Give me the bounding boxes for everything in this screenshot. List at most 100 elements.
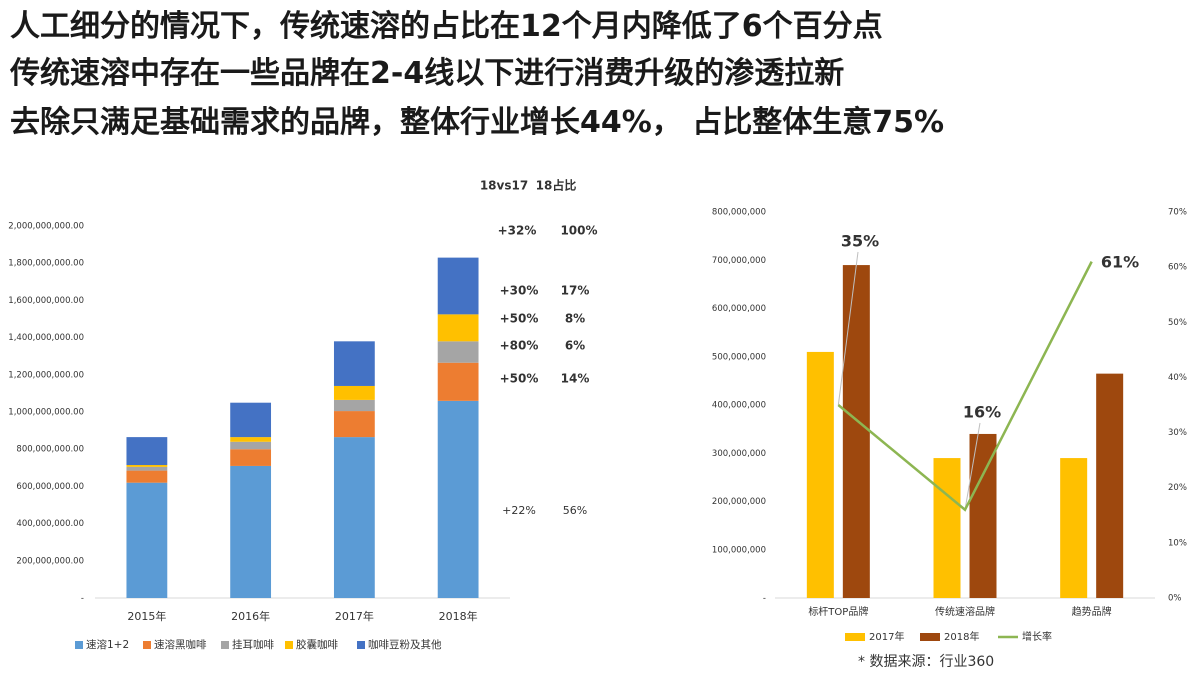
bar xyxy=(933,458,961,598)
footnote: * 数据来源：行业360 xyxy=(858,654,994,670)
y2-tick-label: 70% xyxy=(1168,208,1187,218)
bar-segment xyxy=(230,441,272,450)
annotation-cell: +30% xyxy=(500,284,539,298)
bar-segment xyxy=(333,399,375,412)
bar xyxy=(1096,373,1124,598)
y-tick-label: - xyxy=(81,594,84,604)
y2-tick-label: 10% xyxy=(1168,538,1187,548)
leader-line xyxy=(837,251,859,406)
y-tick-label: 1,600,000,000.00 xyxy=(8,296,84,306)
x-tick-label: 2016年 xyxy=(231,609,270,623)
annotation-cell: 14% xyxy=(561,372,590,386)
y-tick-label: 1,400,000,000.00 xyxy=(8,333,84,343)
annotation-total: +32% xyxy=(498,224,537,238)
annotation-cell: 8% xyxy=(565,312,585,326)
leader-line xyxy=(964,422,981,510)
x-tick-label: 传统速溶品牌 xyxy=(935,605,995,618)
annotation-cell: +50% xyxy=(500,312,539,326)
legend-swatch xyxy=(357,641,365,649)
y-tick-label: 800,000,000.00 xyxy=(16,445,84,455)
bar-segment xyxy=(437,341,479,363)
y-tick-label: 1,800,000,000.00 xyxy=(8,259,84,269)
x-tick-label: 2017年 xyxy=(335,609,374,623)
headline: 人工细分的情况下，传统速溶的占比在12个月内降低了6个百分点 xyxy=(10,9,883,44)
bar-segment xyxy=(126,470,168,483)
y2-tick-label: 60% xyxy=(1168,263,1187,273)
annotation-cell: +50% xyxy=(500,372,539,386)
y2-tick-label: 30% xyxy=(1168,428,1187,438)
data-label: 16% xyxy=(963,403,1001,422)
x-tick-label: 趋势品牌 xyxy=(1072,605,1112,618)
bar-segment xyxy=(230,437,272,442)
annotation-total: 100% xyxy=(560,224,597,238)
annotation-cell: +80% xyxy=(500,339,539,353)
y2-tick-label: 0% xyxy=(1168,594,1182,604)
bar-segment xyxy=(126,465,168,467)
x-tick-label: 2015年 xyxy=(127,609,166,623)
bar-segment xyxy=(437,314,479,342)
legend-label: 速溶黑咖啡 xyxy=(154,638,207,651)
legend-label: 2017年 xyxy=(869,630,904,643)
headline: 传统速溶中存在一些品牌在2-4线以下进行消费升级的渗透拉新 xyxy=(9,56,844,91)
y-tick-label: 2,000,000,000.00 xyxy=(8,222,84,232)
bar xyxy=(842,265,870,598)
annotation-header: 18占比 xyxy=(536,178,577,193)
y-tick-label: 600,000,000 xyxy=(712,304,766,314)
data-label: 35% xyxy=(841,232,879,251)
annotation-cell: 56% xyxy=(563,504,587,517)
legend-label: 挂耳咖啡 xyxy=(232,638,274,651)
y-tick-label: 100,000,000 xyxy=(712,545,766,555)
bar-segment xyxy=(333,411,375,438)
data-label: 61% xyxy=(1101,253,1139,272)
legend-label: 胶囊咖啡 xyxy=(296,638,338,651)
bar-segment xyxy=(126,482,168,598)
legend-swatch xyxy=(920,633,940,641)
bar-segment xyxy=(230,402,272,438)
bar-segment xyxy=(333,437,375,598)
x-tick-label: 标杆TOP品牌 xyxy=(808,605,868,618)
y2-tick-label: 20% xyxy=(1168,483,1187,493)
y-tick-label: 400,000,000.00 xyxy=(16,519,84,529)
bar-segment xyxy=(230,449,272,466)
y-tick-label: 300,000,000 xyxy=(712,449,766,459)
bar-segment xyxy=(333,385,375,400)
y-tick-label: 800,000,000 xyxy=(712,208,766,218)
y2-tick-label: 40% xyxy=(1168,373,1187,383)
y-tick-label: 400,000,000 xyxy=(712,401,766,411)
y-tick-label: 600,000,000.00 xyxy=(16,482,84,492)
bar-segment xyxy=(333,341,375,386)
annotation-cell: 17% xyxy=(561,284,590,298)
legend-swatch xyxy=(75,641,83,649)
x-tick-label: 2018年 xyxy=(439,609,478,623)
bar-segment xyxy=(437,400,479,598)
bar-segment xyxy=(126,437,168,466)
legend-swatch xyxy=(845,633,865,641)
annotation-header: 18vs17 xyxy=(480,179,528,193)
y-tick-label: 500,000,000 xyxy=(712,352,766,362)
bar-segment xyxy=(437,257,479,315)
y-tick-label: 700,000,000 xyxy=(712,256,766,266)
bar xyxy=(806,351,834,598)
legend-label: 增长率 xyxy=(1022,630,1052,643)
y-tick-label: - xyxy=(763,594,766,604)
y-tick-label: 200,000,000 xyxy=(712,497,766,507)
legend-label: 2018年 xyxy=(944,630,979,643)
line-series xyxy=(837,261,1093,512)
legend-label: 速溶1+2 xyxy=(86,638,129,651)
y2-tick-label: 50% xyxy=(1168,318,1187,328)
bar-segment xyxy=(126,466,168,471)
y-tick-label: 200,000,000.00 xyxy=(16,556,84,566)
y-tick-label: 1,000,000,000.00 xyxy=(8,408,84,418)
bar-segment xyxy=(230,465,272,598)
legend-swatch xyxy=(143,641,151,649)
annotation-cell: +22% xyxy=(502,504,536,517)
legend-label: 咖啡豆粉及其他 xyxy=(368,638,442,651)
headline: 去除只满足基础需求的品牌，整体行业增长44%， 占比整体生意75% xyxy=(10,105,944,140)
annotation-cell: 6% xyxy=(565,339,585,353)
legend-swatch xyxy=(285,641,293,649)
y-tick-label: 1,200,000,000.00 xyxy=(8,370,84,380)
bar xyxy=(1060,458,1088,598)
bar xyxy=(969,433,997,598)
legend-swatch xyxy=(221,641,229,649)
